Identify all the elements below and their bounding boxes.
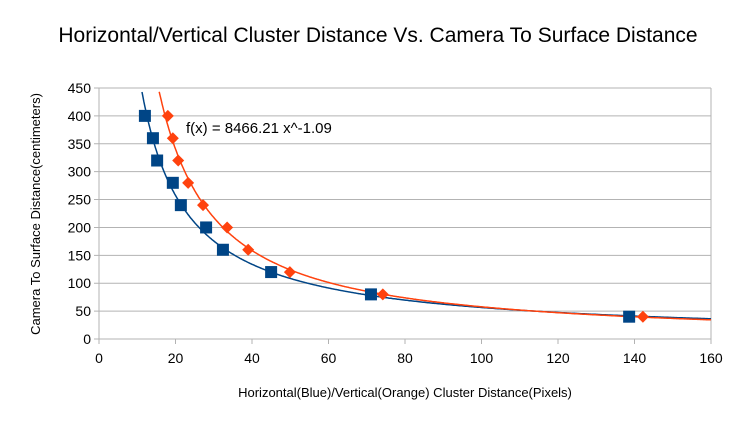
- data-point-diamond: [166, 132, 179, 145]
- x-tick-label: 40: [244, 350, 260, 366]
- y-tick-label: 0: [83, 331, 91, 347]
- data-points: [138, 109, 649, 323]
- data-point-square: [364, 288, 377, 301]
- data-point-square: [151, 154, 164, 167]
- data-point-diamond: [197, 199, 210, 212]
- data-point-diamond: [221, 221, 234, 234]
- y-tick-label: 300: [68, 164, 92, 180]
- data-point-diamond: [636, 310, 649, 323]
- data-point-square: [138, 109, 151, 122]
- x-tick-label: 20: [168, 350, 184, 366]
- y-tick-label: 50: [75, 303, 91, 319]
- y-tick-label: 100: [68, 275, 92, 291]
- gridlines: [94, 87, 711, 340]
- x-tick-label: 160: [699, 350, 723, 366]
- x-tick-label: 60: [321, 350, 337, 366]
- data-point-diamond: [242, 243, 255, 256]
- y-tick-label: 200: [68, 219, 92, 235]
- x-tick-label: 140: [623, 350, 647, 366]
- x-tick-label: 100: [470, 350, 494, 366]
- data-point-square: [623, 310, 636, 323]
- data-point-diamond: [376, 288, 389, 301]
- y-tick-label: 450: [68, 80, 92, 96]
- y-tick-label: 400: [68, 108, 92, 124]
- y-tick-label: 250: [68, 192, 92, 208]
- data-point-square: [166, 176, 179, 189]
- data-point-square: [200, 221, 213, 234]
- data-point-diamond: [182, 176, 195, 189]
- data-point-diamond: [161, 109, 174, 122]
- y-tick-label: 350: [68, 136, 92, 152]
- y-axis-label: Camera To Surface Distance(centimeters): [28, 93, 43, 335]
- trendline-equation-label: f(x) = 8466.21 x^-1.09: [186, 120, 332, 137]
- chart-title: Horizontal/Vertical Cluster Distance Vs.…: [58, 24, 697, 47]
- x-tick-label: 120: [546, 350, 570, 366]
- x-tick-label: 0: [95, 350, 103, 366]
- x-tick-label: 80: [397, 350, 413, 366]
- data-point-square: [265, 266, 278, 279]
- data-point-diamond: [172, 154, 185, 167]
- data-point-square: [216, 243, 229, 256]
- data-point-diamond: [283, 266, 296, 279]
- axes: 0 50 100 150 200 250 300 350 400 450 0 20 40 60 80 100 1…: [68, 80, 723, 366]
- data-point-square: [174, 199, 187, 212]
- x-axis-label: Horizontal(Blue)/Vertical(Orange) Cluste…: [238, 385, 572, 400]
- data-point-square: [146, 132, 159, 145]
- y-tick-label: 150: [68, 247, 92, 263]
